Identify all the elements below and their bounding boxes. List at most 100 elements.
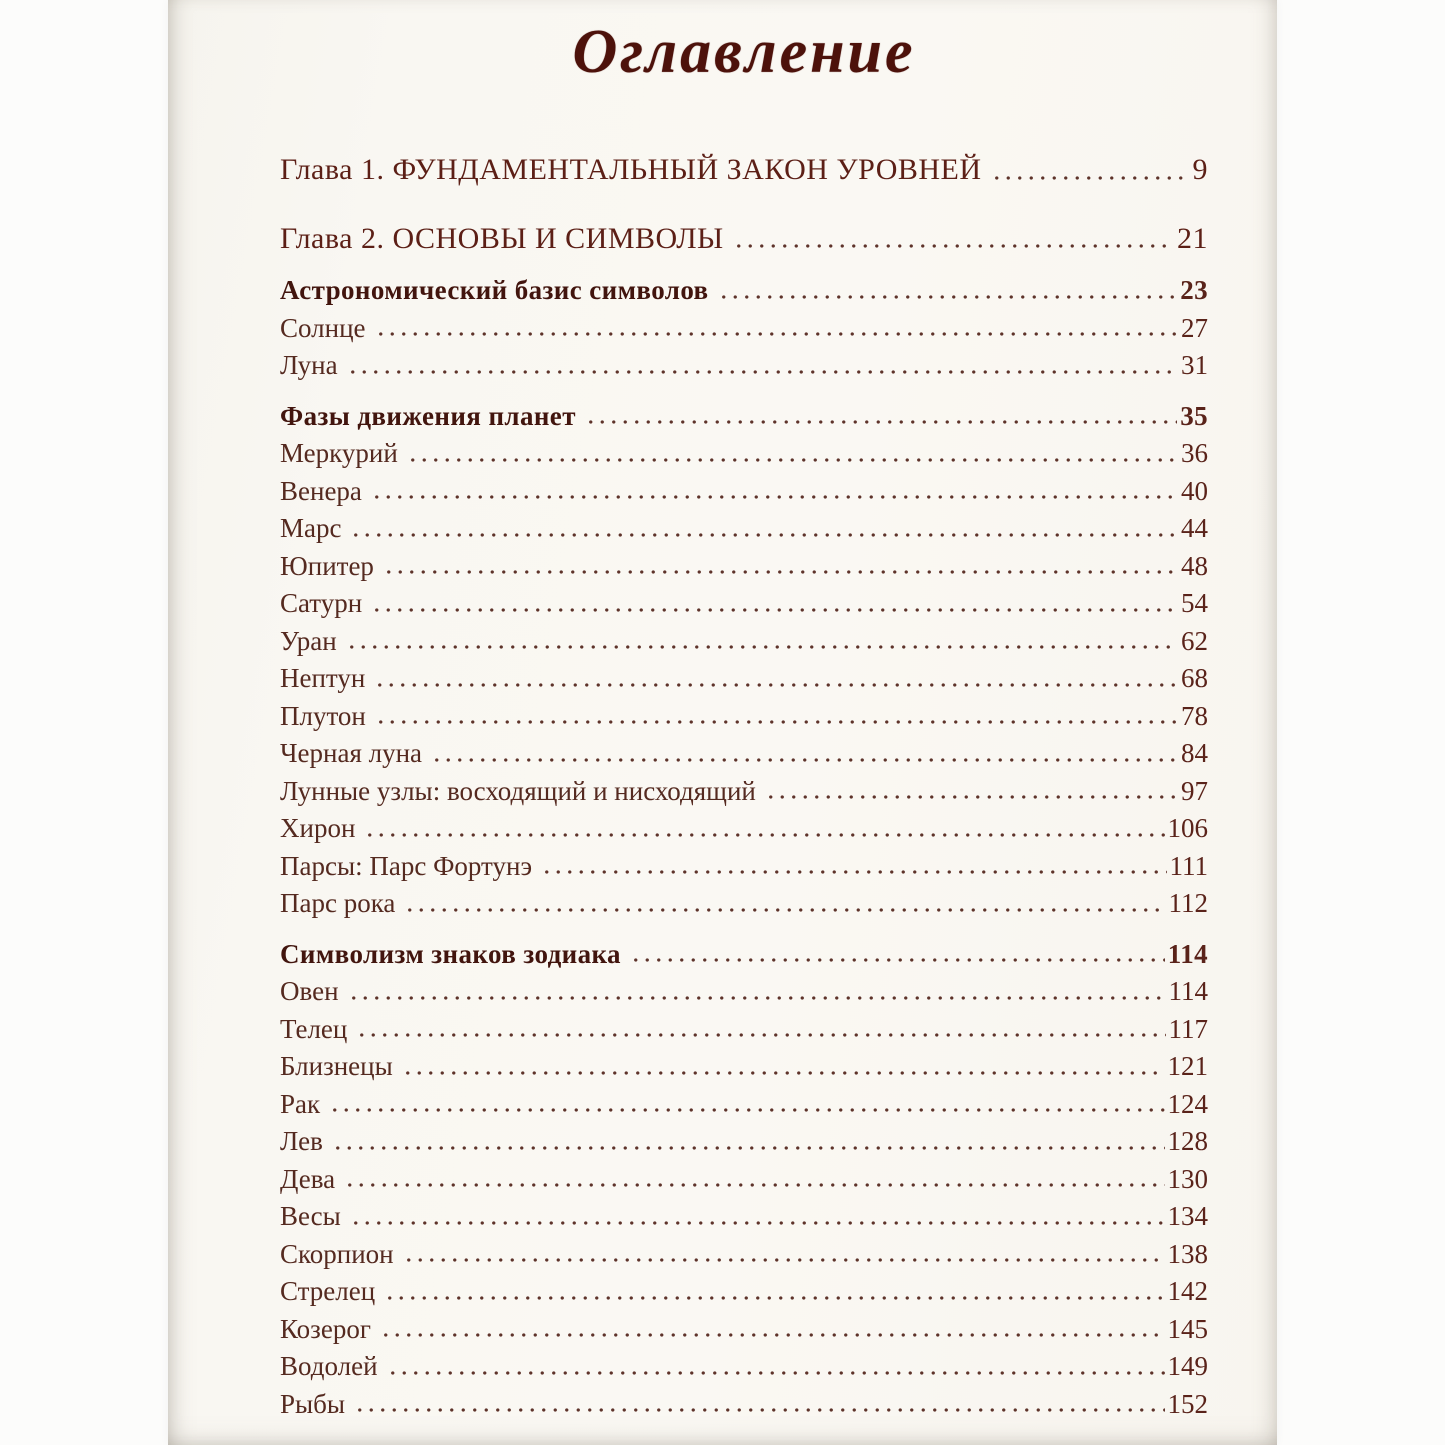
toc-page-number: 138 (1167, 1238, 1209, 1269)
toc-entry-label: Близнецы (280, 1051, 393, 1082)
dot-leader (371, 604, 1178, 615)
toc-row: Глава 1. ФУНДАМЕНТАЛЬНЫЙ ЗАКОН УРОВНЕЙ 9 (280, 149, 1208, 187)
toc-page-number: 54 (1181, 588, 1208, 619)
toc-page-number: 68 (1181, 663, 1208, 694)
toc-page-number: 112 (1168, 888, 1209, 919)
toc-row: Символизм знаков зодиака 114 (280, 932, 1208, 970)
dot-leader (374, 679, 1178, 690)
toc-row: Нептун 68 (280, 656, 1208, 694)
dot-leader (431, 754, 1178, 765)
toc-page-number: 31 (1181, 350, 1208, 381)
dot-leader (379, 1330, 1165, 1340)
toc-page-number: 62 (1181, 625, 1208, 656)
toc-page-number: 35 (1180, 400, 1208, 431)
toc-entry-label: Глава 2. ОСНОВЫ И СИМВОЛЫ (280, 221, 724, 255)
toc-entry-label: Луна (280, 350, 338, 381)
toc-entry-label: Козерог (280, 1313, 371, 1344)
toc-entry-label: Марс (280, 513, 342, 544)
toc-row: Парсы: Парс Фортунэ 111 (280, 844, 1208, 882)
dot-leader (990, 172, 1190, 183)
toc-entry-label: Черная луна (280, 738, 423, 769)
dot-leader (344, 1180, 1165, 1190)
toc-row: Телец 117 (280, 1007, 1208, 1045)
toc-entry-label: Водолей (280, 1351, 378, 1382)
toc-page-number: 84 (1181, 738, 1208, 769)
toc-page-number: 111 (1169, 850, 1209, 881)
dot-leader (345, 642, 1178, 652)
dot-leader (541, 867, 1167, 877)
toc-entry-label: Парсы: Парс Фортунэ (280, 850, 533, 881)
toc-page-number: 48 (1181, 550, 1208, 581)
dot-leader (374, 717, 1178, 727)
toc-page-number: 44 (1181, 513, 1208, 544)
dot-leader (374, 329, 1178, 339)
toc-page-number: 9 (1192, 153, 1208, 187)
toc-entry-label: Весы (280, 1201, 341, 1232)
toc-page-number: 152 (1167, 1388, 1209, 1419)
toc-row: Луна 31 (280, 343, 1208, 381)
toc-row: Глава 2. ОСНОВЫ И СИМВОЛЫ 21 (280, 218, 1208, 256)
toc-row: Стрелец 142 (280, 1269, 1208, 1307)
toc-row: Солнце 27 (280, 306, 1208, 344)
toc-entry-label: Овен (280, 976, 339, 1007)
toc-entry-label: Рак (280, 1088, 321, 1119)
toc-row: Хирон 106 (280, 806, 1208, 844)
toc-entry-label: Лев (280, 1126, 323, 1157)
dot-leader (331, 1142, 1165, 1153)
toc-page-number: 130 (1167, 1163, 1209, 1194)
dot-leader (386, 1367, 1165, 1378)
toc-row: Лев 128 (280, 1119, 1208, 1157)
toc-page-number: 142 (1167, 1276, 1209, 1307)
toc-page-number: 114 (1168, 976, 1209, 1007)
dot-leader (349, 1217, 1165, 1228)
toc-entry-label: Символизм знаков зодиака (280, 938, 621, 969)
toc-row: Меркурий 36 (280, 431, 1208, 469)
toc-row: Плутон 78 (280, 694, 1208, 732)
dot-leader (404, 904, 1166, 915)
toc-page-number: 36 (1181, 438, 1208, 469)
toc-row: Близнецы 121 (280, 1044, 1208, 1082)
toc-page-number: 23 (1180, 275, 1208, 306)
toc-entry-label: Рыбы (280, 1388, 346, 1419)
toc-entry-label: Дева (280, 1163, 336, 1194)
toc-content: Оглавление Глава 1. ФУНДАМЕНТАЛЬНЫЙ ЗАКО… (168, 0, 1277, 1419)
toc-row: Дева 130 (280, 1157, 1208, 1195)
toc-row: Рак 124 (280, 1082, 1208, 1120)
toc-page-number: 114 (1167, 938, 1208, 969)
toc-entry-label: Хирон (280, 813, 356, 844)
dot-leader (629, 955, 1165, 965)
toc-page-number: 121 (1167, 1051, 1209, 1082)
toc-entry-label: Меркурий (280, 438, 398, 469)
toc-entry-label: Венера (280, 475, 362, 506)
toc-page-number: 117 (1168, 1013, 1209, 1044)
toc-page-number: 27 (1181, 312, 1208, 343)
toc-entry-label: Фазы движения планет (280, 400, 576, 431)
toc-entry-label: Скорпион (280, 1238, 394, 1269)
toc-page-number: 149 (1167, 1351, 1209, 1382)
toc-page-number: 128 (1167, 1126, 1209, 1157)
dot-leader (350, 529, 1178, 540)
toc-row: Парс рока 112 (280, 881, 1208, 919)
toc-row: Овен 114 (280, 969, 1208, 1007)
toc-entry-label: Солнце (280, 312, 366, 343)
toc-entry-label: Лунные узлы: восходящий и нисходящий (280, 775, 756, 806)
dot-leader (347, 992, 1166, 1003)
dot-leader (356, 1030, 1166, 1040)
dot-leader (732, 241, 1174, 251)
toc-entry-label: Телец (280, 1013, 348, 1044)
toc-row: Водолей 149 (280, 1344, 1208, 1382)
toc-page-number: 97 (1181, 775, 1208, 806)
dot-leader (584, 417, 1178, 427)
toc-page-number: 21 (1177, 221, 1208, 255)
toc-row: Черная луна 84 (280, 731, 1208, 769)
toc-entry-label: Стрелец (280, 1276, 376, 1307)
dot-leader (384, 1292, 1165, 1303)
toc-row: Скорпион 138 (280, 1232, 1208, 1270)
toc-row: Астрономический базис символов 23 (280, 268, 1208, 306)
toc-page-number: 124 (1167, 1088, 1209, 1119)
dot-leader (370, 492, 1178, 502)
dot-leader (382, 567, 1178, 577)
toc-entry-label: Сатурн (280, 588, 363, 619)
toc-entry-label: Парс рока (280, 888, 396, 919)
toc-entry-label: Глава 1. ФУНДАМЕНТАЛЬНЫЙ ЗАКОН УРОВНЕЙ (280, 153, 982, 187)
